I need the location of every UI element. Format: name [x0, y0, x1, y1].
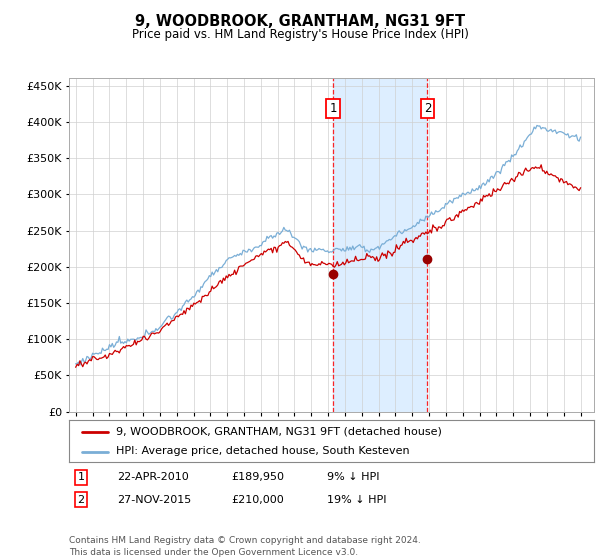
Text: 19% ↓ HPI: 19% ↓ HPI [327, 494, 386, 505]
Text: 9% ↓ HPI: 9% ↓ HPI [327, 472, 380, 482]
Text: HPI: Average price, detached house, South Kesteven: HPI: Average price, detached house, Sout… [116, 446, 410, 456]
Text: 27-NOV-2015: 27-NOV-2015 [117, 494, 191, 505]
Text: 22-APR-2010: 22-APR-2010 [117, 472, 189, 482]
Text: 2: 2 [77, 494, 85, 505]
Text: Contains HM Land Registry data © Crown copyright and database right 2024.
This d: Contains HM Land Registry data © Crown c… [69, 536, 421, 557]
Text: £189,950: £189,950 [231, 472, 284, 482]
Text: 9, WOODBROOK, GRANTHAM, NG31 9FT: 9, WOODBROOK, GRANTHAM, NG31 9FT [135, 14, 465, 29]
Text: 9, WOODBROOK, GRANTHAM, NG31 9FT (detached house): 9, WOODBROOK, GRANTHAM, NG31 9FT (detach… [116, 427, 442, 437]
Text: £210,000: £210,000 [231, 494, 284, 505]
Text: Price paid vs. HM Land Registry's House Price Index (HPI): Price paid vs. HM Land Registry's House … [131, 28, 469, 41]
Bar [333, 78, 427, 412]
Text: 1: 1 [329, 102, 337, 115]
Text: 2: 2 [424, 102, 431, 115]
Text: 1: 1 [77, 472, 85, 482]
